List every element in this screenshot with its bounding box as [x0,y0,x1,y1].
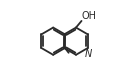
Text: N: N [85,49,92,59]
Text: OH: OH [82,11,97,21]
